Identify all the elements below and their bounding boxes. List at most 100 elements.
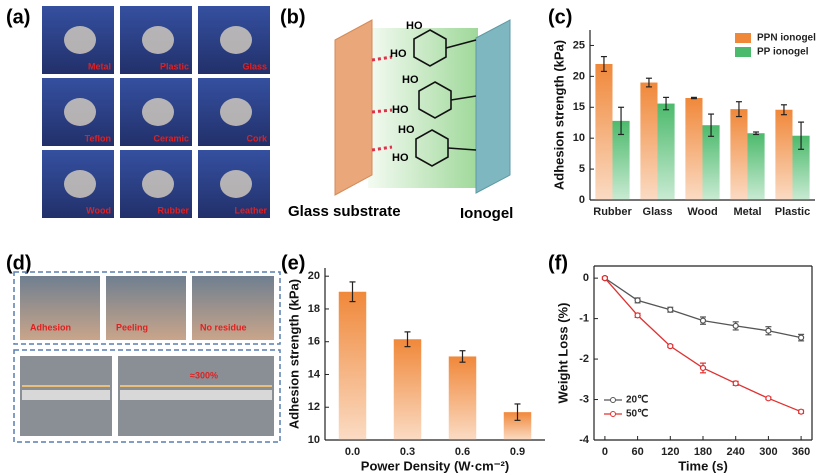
adhesion-diagram: HO HO HO HO HO HO Glass substrate Ionoge…: [288, 19, 513, 222]
panel-label: (c): [548, 6, 572, 28]
x-axis-label: Time (s): [678, 458, 728, 473]
photo-panel: Adhesion Peeling No residue ≈300%: [13, 271, 281, 443]
x-tick-label: Metal: [733, 206, 761, 218]
x-tick-label: 300: [759, 446, 777, 458]
molecules: [413, 29, 477, 167]
y-tick-label: 25: [573, 39, 585, 51]
sample: [220, 98, 252, 126]
bar: [775, 109, 793, 200]
bar: [657, 103, 675, 200]
series-line: [604, 277, 802, 339]
bar: [640, 82, 658, 200]
y-axis-label: Adhesion strength (kPa): [286, 279, 301, 429]
y-tick-label: 15: [573, 101, 585, 113]
photo-label: Rubber: [158, 205, 190, 215]
x-tick-label: Plastic: [775, 206, 810, 218]
y-tick-label: 20: [308, 270, 320, 282]
sample: [142, 98, 174, 126]
y-tick-label: 10: [308, 434, 320, 446]
x-axis-label: Power Density (W·cm⁻²): [361, 458, 509, 473]
diagram-label: Ionogel: [460, 205, 513, 222]
x-tick-label: 120: [661, 446, 679, 458]
y-tick-label: 14: [308, 368, 321, 380]
panel-label: (d): [6, 252, 32, 274]
marker: [732, 322, 739, 329]
x-tick-label: 60: [631, 446, 643, 458]
marker: [797, 408, 805, 415]
photo-label: No residue: [200, 322, 247, 332]
sample: [64, 98, 96, 126]
x-tick-label: 0.3: [400, 446, 415, 458]
hydroxyl: HO: [390, 48, 407, 60]
glass-slab: [334, 19, 373, 196]
bar: [702, 125, 720, 200]
y-tick-label: -2: [579, 353, 589, 365]
panel-label: (f): [548, 252, 568, 274]
y-tick-label: 12: [308, 401, 320, 413]
y-tick-label: 20: [573, 70, 585, 82]
y-tick-label: -1: [579, 313, 589, 325]
sample: [220, 170, 252, 198]
photo-label: Adhesion: [30, 322, 71, 332]
bar: [747, 133, 765, 200]
photo-label: Teflon: [85, 133, 111, 143]
photo-label: Wood: [86, 205, 111, 215]
legend-swatch: [735, 33, 751, 43]
x-tick-label: 0: [602, 446, 608, 458]
y-axis-label: Weight Loss (%): [555, 303, 570, 404]
sample: [142, 170, 174, 198]
hydroxyl: HO: [392, 104, 409, 116]
legend-label: PP ionogel: [757, 47, 809, 58]
photo-label: Peeling: [116, 322, 148, 332]
y-tick-label: 0: [583, 272, 589, 284]
charts: 0 5 10 15 20 25 Adhesion strength (kPa) Rubber G…: [286, 30, 816, 473]
y-tick-label: 5: [579, 163, 585, 175]
bar: [393, 339, 422, 440]
marker: [667, 306, 674, 313]
marker: [699, 364, 707, 372]
y-axis-label: Adhesion strength (kPa): [551, 40, 566, 190]
legend-swatch: [735, 47, 751, 57]
y-tick-label: 16: [308, 336, 320, 348]
hydroxyl: HO: [392, 152, 409, 164]
legend-label: 50℃: [626, 409, 648, 420]
hydroxyl: HO: [406, 20, 423, 32]
marker: [634, 297, 641, 304]
x-tick-label: Wood: [687, 206, 717, 218]
gel-region: [368, 28, 478, 188]
photo-label: Plastic: [160, 61, 189, 71]
diagram-label: Glass substrate: [288, 203, 401, 220]
marker: [797, 334, 805, 341]
x-tick-label: 360: [792, 446, 810, 458]
marker: [765, 395, 772, 402]
marker: [699, 317, 707, 324]
marker: [634, 312, 641, 319]
legend-label: 20℃: [626, 395, 648, 406]
x-tick-label: 0.0: [345, 446, 360, 458]
photo-label: Ceramic: [153, 133, 189, 143]
bar: [612, 120, 630, 200]
photo-label: Cork: [246, 133, 267, 143]
bar: [448, 356, 477, 440]
bar: [595, 64, 613, 200]
panel-label: (e): [281, 252, 305, 274]
hydroxyl: HO: [398, 124, 415, 136]
bar: [685, 98, 703, 200]
photo-label: Leather: [234, 205, 267, 215]
bar: [792, 135, 810, 200]
hydroxyl: HO: [402, 74, 419, 86]
y-tick-label: -4: [579, 434, 590, 446]
legend-marker: [610, 411, 616, 417]
x-tick-label: 240: [727, 446, 745, 458]
sample: [220, 26, 252, 54]
bar: [730, 109, 748, 200]
x-tick-label: 0.9: [510, 446, 525, 458]
marker: [765, 327, 772, 334]
panel-label: (a): [6, 6, 30, 28]
panel-label: (b): [280, 6, 306, 28]
x-tick-label: 180: [694, 446, 712, 458]
y-tick-label: 10: [573, 132, 585, 144]
marker: [732, 380, 739, 387]
x-tick-label: 0.6: [455, 446, 470, 458]
